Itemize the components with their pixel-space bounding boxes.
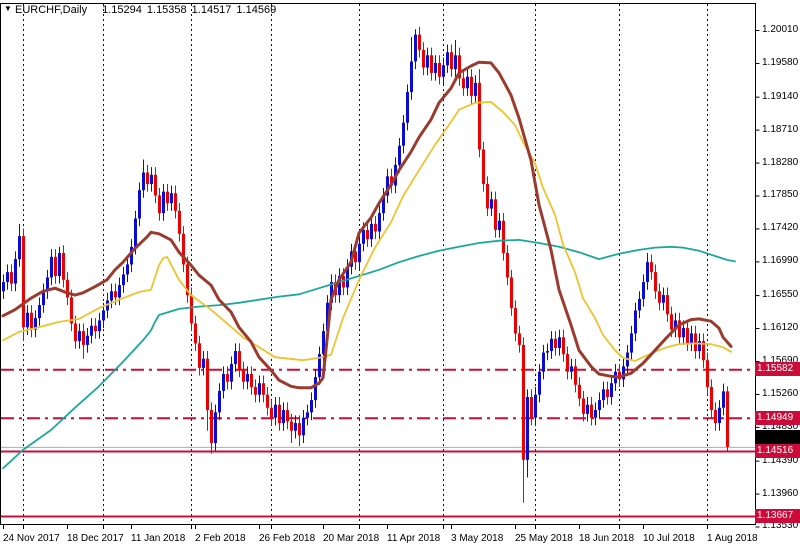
price-axis-label: 1.16550	[762, 289, 799, 301]
price-axis-label: 1.13960	[762, 487, 799, 499]
ohlc-open: 1.15294	[102, 4, 142, 16]
price-axis-label: 1.15260	[762, 387, 799, 399]
date-axis-label: 18 Jun 2018	[579, 533, 635, 544]
axis-ticks	[3, 30, 760, 529]
price-axis-label: 1.20010	[762, 24, 799, 35]
ohlc-low: 1.14517	[191, 4, 232, 16]
plot-frame	[0, 3, 756, 525]
date-axis-label: 24 Nov 2017	[3, 533, 60, 544]
date-axis-label: 18 Dec 2017	[67, 533, 124, 544]
date-axis-label: 3 May 2018	[451, 533, 504, 544]
price-tag-1.14516: 1.14516	[755, 443, 800, 458]
price-axis-label: 1.16120	[762, 322, 799, 334]
date-axis-label: 25 May 2018	[515, 533, 573, 544]
price-axis-label: 1.18710	[762, 123, 799, 135]
price-axis-label: 1.18280	[762, 156, 799, 168]
price-axis-label: 1.14390	[762, 454, 799, 466]
chart-ohlc-header: EURCHF,Daily 1.15294 1.15358 1.14517 1.14569	[15, 4, 276, 16]
period-separators	[23, 4, 708, 524]
ohlc-high: 1.15358	[146, 4, 187, 16]
date-axis-label: 20 Mar 2018	[323, 533, 380, 544]
price-axis-label: 1.14830	[762, 420, 799, 432]
price-axis-label: 1.19140	[762, 90, 799, 102]
date-axis-label: 1 Aug 2018	[707, 533, 758, 544]
price-level-lines	[1, 368, 755, 518]
symbol-marker-icon: ▼	[4, 4, 12, 13]
ma-medium-yellow-line	[2, 101, 732, 362]
price-axis-label: 1.17420	[762, 222, 799, 234]
price-axis-label: 1.19580	[762, 56, 799, 68]
price-axis-label: 1.16990	[762, 255, 799, 267]
price-axis-label: 1.15690	[762, 354, 799, 366]
date-axis-label: 11 Jan 2018	[131, 533, 186, 544]
hidden-price-tag	[755, 429, 800, 444]
date-axis-label: 26 Feb 2018	[259, 533, 316, 544]
ma-fast-maroon-line	[1, 60, 733, 390]
price-tag-1.15582: 1.15582	[755, 362, 800, 377]
chart-symbol-label: EURCHF,Daily	[15, 4, 88, 16]
date-axis-label: 11 Apr 2018	[387, 533, 441, 544]
price-tag-1.13667: 1.13667	[755, 509, 800, 523]
date-axis-label: 10 Jul 2018	[643, 533, 695, 544]
ma-slow-teal-line	[2, 239, 736, 470]
price-axis-label: 1.17850	[762, 189, 799, 201]
ohlc-close: 1.14569	[236, 4, 277, 16]
moving-average-lines	[1, 60, 736, 470]
price-tag-1.14949: 1.14949	[755, 410, 800, 425]
date-axis-label: 2 Feb 2018	[195, 533, 246, 544]
price-axis-label: 1.13530	[762, 520, 799, 532]
